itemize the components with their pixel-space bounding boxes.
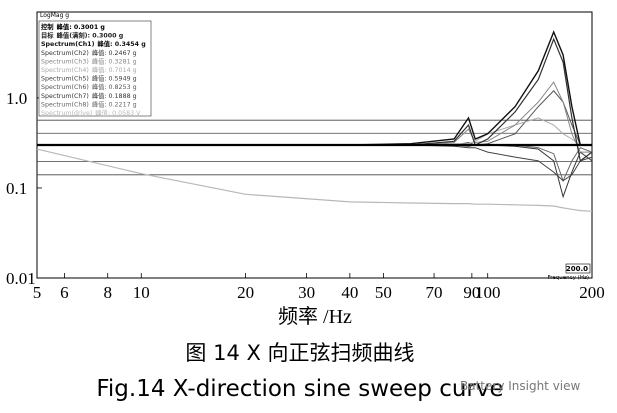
y-tick-label: 0.1: [6, 179, 27, 198]
legend-entry: Spectrum(Ch6) 峰值: 0.8253 g: [41, 82, 137, 91]
freq-box-value: 200.0: [566, 265, 588, 273]
legend-entry: Spectrum(Ch5) 峰值: 0.5949 g: [41, 74, 137, 83]
caption-cn: 图 14 X 向正弦扫频曲线: [185, 341, 414, 365]
x-tick-label: 30: [298, 283, 315, 302]
y-tick-label: 0.01: [6, 269, 36, 288]
x-tick-label: 40: [341, 283, 358, 302]
legend-peak: 峰值: 0.5949 g: [92, 74, 137, 83]
y-tick-label: 1.0: [6, 89, 27, 108]
legend-peak: 峰值: 0.0583 V: [95, 108, 141, 117]
legend-name: Spectrum(Ch4): [41, 67, 89, 74]
x-tick-label: 90: [463, 283, 480, 302]
legend-entry: 控制 峰值: 0.3001 g: [41, 22, 105, 31]
legend-name: Spectrum(Ch3): [41, 58, 89, 65]
x-tick-label: 70: [426, 283, 443, 302]
legend-name: Spectrum(Ch5): [41, 76, 89, 83]
legend-name: 目标: [41, 31, 54, 40]
x-tick-label: 5: [33, 283, 42, 302]
legend-entry: Spectrum(drive) 峰值: 0.0583 V: [41, 108, 141, 117]
legend-entry: Spectrum(Ch8) 峰值: 0.2217 g: [41, 99, 137, 108]
legend-name: Spectrum(Ch7): [41, 93, 89, 100]
x-tick-label: 20: [237, 283, 254, 302]
legend-name: Spectrum(Ch8): [41, 101, 89, 108]
watermark: Battery Insight view: [460, 379, 581, 393]
line-layer: [36, 30, 593, 212]
legend-entry: Spectrum(Ch4) 峰值: 0.7014 g: [41, 65, 137, 74]
legend-name: 控制: [41, 22, 54, 31]
legend-entry: Spectrum(Ch7) 峰值: 0.1888 g: [41, 91, 137, 100]
legend-peak: 峰值(满刻): 0.3000 g: [57, 31, 124, 40]
x-tick-label: 10: [133, 283, 150, 302]
legend-peak: 峰值: 0.3001 g: [57, 22, 105, 31]
legend-entry: Spectrum(Ch2) 峰值: 0.2467 g: [41, 48, 137, 57]
x-tick-label: 8: [103, 283, 112, 302]
legend: 控制 峰值: 0.3001 g目标 峰值(满刻): 0.3000 gSpectrum…: [41, 22, 146, 117]
legend-peak: 峰值: 0.3454 g: [97, 39, 145, 48]
legend-peak: 峰值: 0.2217 g: [92, 99, 137, 108]
legend-peak: 峰值: 0.3281 g: [92, 56, 137, 65]
legend-entry: Spectrum(Ch1) 峰值: 0.3454 g: [41, 39, 146, 48]
legend-peak: 峰值: 0.7014 g: [92, 65, 137, 74]
grid-layer: [36, 97, 593, 279]
legend-box: [38, 20, 152, 117]
legend-peak: 峰值: 0.2467 g: [92, 48, 137, 57]
freq-label: Frequency (Hz): [548, 275, 589, 281]
freq-box: [565, 263, 591, 274]
x-tick-label: 100: [475, 283, 501, 302]
legend-name: Spectrum(Ch2): [41, 50, 89, 57]
legend-entry: Spectrum(Ch3) 峰值: 0.3281 g: [41, 56, 137, 65]
series-line: [36, 148, 593, 212]
legend-name: Spectrum(drive): [41, 110, 92, 117]
x-tick-label: 200: [579, 283, 605, 302]
legend-peak: 峰值: 0.8253 g: [92, 82, 137, 91]
caption-en: Fig.14 X-direction sine sweep curve: [96, 376, 503, 402]
x-tick-label: 50: [375, 283, 392, 302]
legend-peak: 峰值: 0.1888 g: [92, 91, 137, 100]
legend-entry: 目标 峰值(满刻): 0.3000 g: [41, 31, 123, 40]
x-tick-label: 6: [60, 283, 69, 302]
legend-name: Spectrum(Ch6): [41, 84, 89, 91]
legend-name: Spectrum(Ch1): [41, 41, 95, 48]
header: LogMag g: [40, 12, 69, 19]
x-axis-label: 频率 /Hz: [278, 305, 352, 328]
